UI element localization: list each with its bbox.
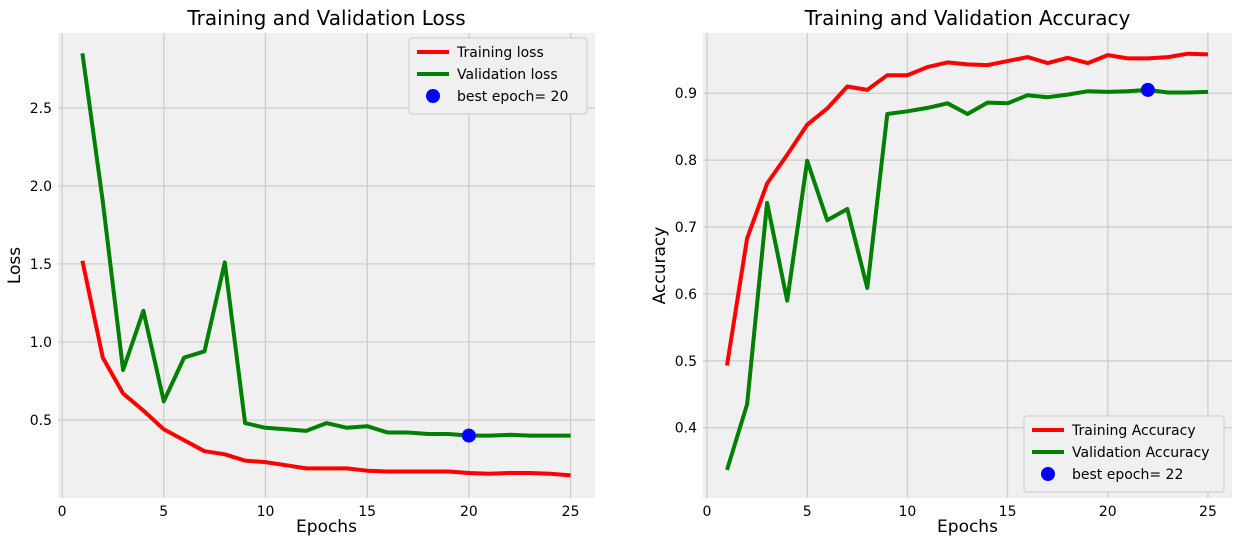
accuracy-x-tick-label: 20 xyxy=(1099,504,1117,520)
loss-legend-best-swatch xyxy=(426,89,440,103)
accuracy-x-tick-label: 0 xyxy=(703,504,712,520)
loss-y-axis-label: Loss xyxy=(5,247,25,284)
accuracy-legend-best-swatch xyxy=(1041,467,1055,481)
accuracy-x-tick-label: 5 xyxy=(803,504,812,520)
accuracy-y-tick-label: 0.7 xyxy=(675,220,697,236)
accuracy-y-tick-label: 0.4 xyxy=(675,421,697,437)
accuracy-tick-labels: 0 5 10 15 20 25 0.4 0.5 0.6 0.7 0.8 0.9 xyxy=(675,86,1217,520)
loss-validation-line xyxy=(80,53,571,438)
accuracy-legend-best-label: best epoch= 22 xyxy=(1072,467,1183,483)
accuracy-training-line xyxy=(725,51,1209,366)
accuracy-validation-line xyxy=(725,87,1209,471)
loss-y-tick-label: 1.0 xyxy=(30,335,52,351)
loss-best-epoch-point xyxy=(461,428,476,443)
accuracy-legend-box xyxy=(1023,415,1225,493)
loss-training-line xyxy=(80,260,571,478)
accuracy-y-tick-label: 0.9 xyxy=(675,86,697,102)
loss-series-lines xyxy=(80,53,571,478)
accuracy-best-marker xyxy=(1140,82,1155,97)
loss-y-tick-label: 1.5 xyxy=(30,257,52,273)
loss-x-tick-label: 10 xyxy=(257,504,275,520)
loss-best-marker xyxy=(461,428,476,443)
loss-x-tick-label: 0 xyxy=(58,504,67,520)
accuracy-legend-validation-label: Validation Accuracy xyxy=(1072,445,1210,461)
loss-x-tick-label: 20 xyxy=(460,504,478,520)
accuracy-best-epoch-point xyxy=(1140,82,1155,97)
accuracy-y-tick-label: 0.5 xyxy=(675,354,697,370)
loss-x-axis-label: Epochs xyxy=(296,517,357,537)
accuracy-series-lines xyxy=(725,51,1209,471)
accuracy-y-tick-label: 0.8 xyxy=(675,153,697,169)
loss-x-tick-label: 5 xyxy=(159,504,168,520)
loss-x-tick-label: 25 xyxy=(562,504,580,520)
loss-legend-best-label: best epoch= 20 xyxy=(457,89,568,105)
loss-chart: 0 5 10 15 20 25 0.5 1.0 1.5 2.0 2.5 Training and V… xyxy=(5,6,595,537)
accuracy-y-tick-label: 0.6 xyxy=(675,287,697,303)
loss-y-tick-label: 0.5 xyxy=(30,413,52,429)
accuracy-x-tick-label: 15 xyxy=(999,504,1017,520)
loss-tick-labels: 0 5 10 15 20 25 0.5 1.0 1.5 2.0 2.5 xyxy=(30,101,580,520)
accuracy-legend: Training Accuracy Validation Accuracy be… xyxy=(1023,415,1225,493)
loss-chart-title: Training and Validation Loss xyxy=(186,6,465,30)
accuracy-x-tick-label: 10 xyxy=(898,504,916,520)
accuracy-legend-training-label: Training Accuracy xyxy=(1071,423,1196,439)
loss-legend: Training loss Validation loss best epoch… xyxy=(408,37,588,115)
accuracy-chart-title: Training and Validation Accuracy xyxy=(804,6,1131,30)
accuracy-x-axis-label: Epochs xyxy=(937,517,998,537)
loss-legend-box xyxy=(408,37,588,115)
loss-legend-validation-label: Validation loss xyxy=(457,67,558,83)
loss-x-tick-label: 15 xyxy=(358,504,376,520)
loss-y-tick-label: 2.5 xyxy=(30,101,52,117)
loss-legend-training-label: Training loss xyxy=(456,45,544,61)
accuracy-y-axis-label: Accuracy xyxy=(650,227,670,305)
accuracy-chart: 0 5 10 15 20 25 0.4 0.5 0.6 0.7 0.8 0.9 Training an… xyxy=(650,6,1232,537)
loss-y-tick-label: 2.0 xyxy=(30,179,52,195)
accuracy-x-tick-label: 25 xyxy=(1199,504,1217,520)
accuracy-gridlines xyxy=(703,33,1232,498)
